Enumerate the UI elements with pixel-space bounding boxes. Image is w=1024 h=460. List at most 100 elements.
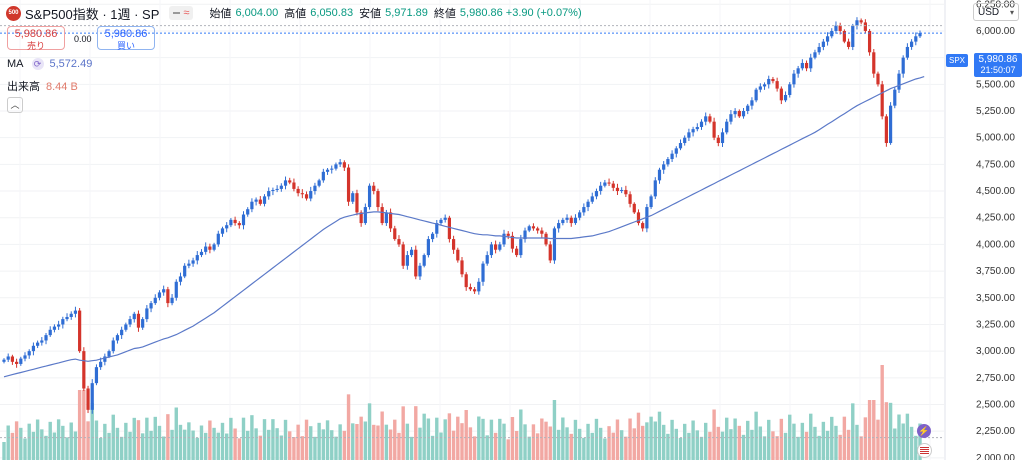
ma-legend[interactable]: MA ⟳ 5,572.49 [7,58,92,70]
candle-body [783,94,788,101]
collapse-legend-button[interactable]: ︿ [7,97,23,113]
volume-bar [830,416,834,460]
volume-bar [94,420,99,460]
volume-bar [393,419,397,460]
buy-button[interactable]: 5,980.86 買い [97,26,155,51]
candle-body [338,162,342,165]
candle-body [183,265,187,277]
candle-body [78,310,82,352]
y-tick-label: 2,750.00 [976,373,1015,384]
candle-body [729,114,733,122]
volume-label: 出来高 [7,81,40,93]
volume-bar [699,436,704,460]
volume-bar [359,416,363,460]
candle-body [695,127,699,130]
volume-bar [897,414,901,460]
candle-body [704,116,708,122]
candle-body [220,228,225,234]
currency-select[interactable]: USD ▾ [973,3,1019,21]
lightning-icon[interactable]: ⚡ [917,424,931,438]
candle-body [6,356,10,360]
volume-bar [275,428,279,460]
candle-body [115,335,120,341]
volume-bar [439,432,443,460]
candle-body [872,52,876,74]
candle-body [494,244,498,250]
volume-bar [586,423,590,460]
candle-body [737,110,741,117]
candle-body [481,263,485,282]
volume-bar [103,423,107,460]
candle-body [82,351,86,389]
volume-bar [409,436,414,460]
y-tick-label: 4,750.00 [976,159,1015,170]
volume-legend[interactable]: 出来高 8.44 B [7,78,78,94]
volume-bar [250,415,254,460]
candle-body [897,73,901,90]
volume-bar [397,432,401,460]
volume-bar [426,418,431,460]
candle-body [262,196,267,204]
us-flag-icon[interactable] [917,443,932,458]
volume-bar [741,434,746,460]
volume-bar [498,418,502,460]
candle-body [157,292,162,298]
volume-bar [649,416,653,460]
volume-bar [203,432,208,460]
candle-body [859,20,863,23]
volume-bar [107,432,111,460]
volume-bar [493,432,498,460]
volume-bar [653,421,657,460]
volume-bar [872,400,876,460]
volume-bar [98,437,103,460]
volume-bar [640,425,645,460]
candle-body [830,30,834,37]
volume-bar [321,429,326,460]
candle-body [771,78,775,82]
candle-body [401,244,405,266]
candle-body [615,187,620,192]
candle-body [145,308,149,320]
high-value: 6,050.83 [310,7,354,19]
candle-body [687,132,691,138]
volume-bar [182,429,187,460]
candle-body [435,223,439,234]
candle-body [762,84,767,87]
volume-bar [472,436,477,460]
volume-bar [632,428,636,460]
candle-body [426,239,430,256]
symbol-title[interactable]: S&P500指数 · 1週 · SP [25,6,160,22]
volume-bar [405,423,410,460]
buy-price: 5,980.86 [104,28,148,40]
candle-body [779,88,783,101]
volume-bar [6,425,10,460]
volume-bar [859,436,863,460]
candle-body [540,230,544,234]
candle-body [393,228,397,240]
candle-body [918,33,922,37]
candle-body [359,212,363,224]
high-label: 高値 [284,8,307,20]
volume-bar [678,437,683,460]
volume-bar [56,419,61,460]
candle-body [94,367,99,384]
candle-body [666,159,670,165]
candle-body [128,319,132,325]
volume-bar [804,431,809,460]
volume-bar [82,390,86,460]
candle-body [531,226,536,229]
volume-bar [615,419,620,460]
candle-body [653,180,657,197]
sell-button[interactable]: 5,980.86 売り [7,26,65,51]
loading-icon[interactable]: ⟳ [31,58,44,70]
volume-value: 8.44 B [46,81,78,93]
candle-body [544,233,548,245]
spx-logo-icon: 500 [6,5,21,21]
volume-bar [636,412,641,460]
candle-body [317,180,321,186]
volume-bar [342,430,347,460]
market-status-toggle[interactable]: ≈ [169,6,194,20]
candle-body [439,219,443,224]
candle-body [741,110,746,117]
